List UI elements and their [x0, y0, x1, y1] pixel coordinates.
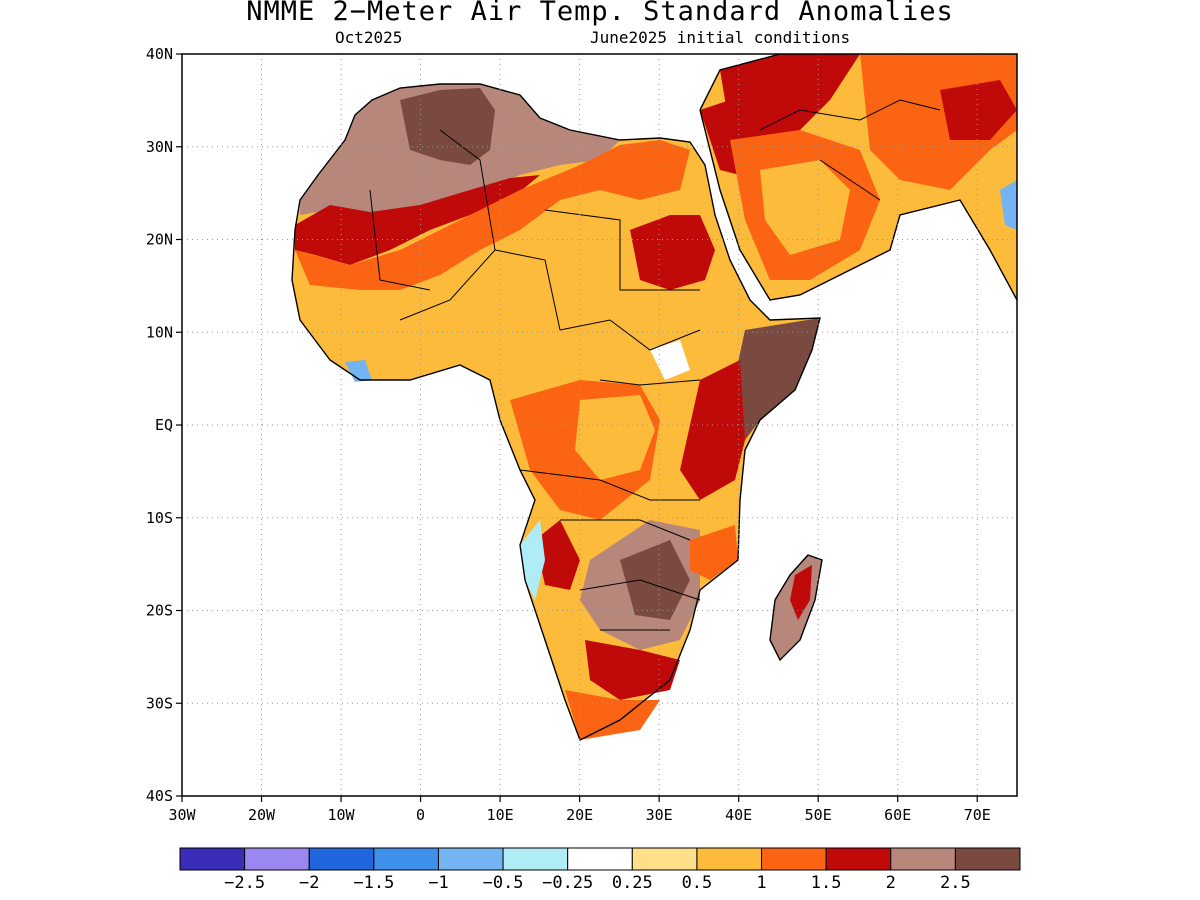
colorbar-labels: −2.5 −2 −1.5 −1 −0.5 −0.25 0.25 0.5 1 1.5 2 2.5 [224, 873, 971, 893]
lon-tick-label: 20E [566, 806, 593, 824]
east-africa-red [680, 360, 745, 500]
south-africa-red [585, 640, 680, 700]
angola-coast-blue [520, 520, 545, 600]
lon-tick-label: 40E [725, 806, 752, 824]
pakistan-blue [1000, 180, 1017, 230]
valid-month-label: Oct2025 [335, 28, 403, 47]
colorbar-label: 2.5 [940, 873, 971, 893]
colorbar-label: −0.5 [483, 873, 524, 893]
madagascar-red [790, 565, 812, 620]
colorbar-swatch [308, 847, 375, 871]
gulf-guinea-blue [345, 360, 372, 382]
colorbar-swatch [502, 847, 569, 871]
lat-tick-label: 10N [146, 323, 173, 341]
lon-tick-label: 60E [884, 806, 911, 824]
arabia-coastline [699, 54, 1017, 301]
country-borders [369, 99, 941, 631]
graticule [182, 54, 1017, 796]
lat-tick-label: 40N [146, 45, 173, 63]
colorbar-label: 1.5 [811, 873, 842, 893]
africa-coastline [291, 83, 821, 741]
latitude-labels: 40N 30N 20N 10N EQ 10S 20S 30S 40S [146, 45, 173, 805]
lon-tick-label: 0 [416, 806, 425, 824]
madagascar-coastline [769, 554, 823, 662]
lat-tick-label: 40S [146, 787, 173, 805]
colorbar-label: 1 [756, 873, 766, 893]
lon-tick-label: 30E [646, 806, 673, 824]
east-white-patch [650, 340, 690, 380]
colorbar-swatch [244, 847, 310, 871]
colorbar-swatch [437, 847, 504, 871]
horn-darkbrown [730, 318, 820, 440]
colorbar-label: −2.5 [224, 873, 265, 893]
sahel-red [295, 175, 540, 265]
colorbar [179, 847, 1021, 871]
colorbar-swatch [373, 847, 439, 871]
colorbar-label: −1.5 [353, 873, 394, 893]
longitude-labels: 30W 20W 10W 0 10E 20E 30E 40E 50E 60E 70E [168, 806, 990, 824]
lon-tick-label: 10W [328, 806, 356, 824]
cape-orange [565, 690, 660, 740]
lat-tick-label: 20S [146, 602, 173, 620]
colorbar-swatch [631, 847, 698, 871]
congo-lightorange [575, 395, 655, 480]
angola-coast-red [535, 520, 580, 590]
colorbar-label: 0.5 [682, 873, 713, 893]
initial-conditions-label: June2025 initial conditions [590, 28, 851, 47]
iran-red [940, 80, 1017, 140]
land-field [291, 54, 1017, 741]
colorbar-label: 2 [886, 873, 896, 893]
colorbar-swatch [567, 847, 633, 871]
colorbar-swatch [696, 847, 763, 871]
mozambique-orange [690, 525, 738, 580]
lat-tick-label: 30S [146, 694, 173, 712]
lon-tick-label: 20W [248, 806, 276, 824]
lat-tick-label: EQ [155, 416, 173, 434]
lon-tick-label: 30W [168, 806, 196, 824]
colorbar-swatch [890, 847, 956, 871]
sudan-red [630, 215, 715, 290]
map-title: NMME 2−Meter Air Temp. Standard Anomalie… [246, 0, 954, 27]
lat-tick-label: 30N [146, 138, 173, 156]
axis-ticks [176, 53, 978, 802]
colorbar-swatch [179, 847, 246, 871]
colorbar-label: 0.25 [612, 873, 653, 893]
colorbar-label: −0.25 [542, 873, 593, 893]
arabia-core-lightorange [760, 160, 850, 255]
lon-tick-label: 10E [487, 806, 514, 824]
colorbar-label: −2 [299, 873, 319, 893]
colorbar-swatch [954, 847, 1021, 871]
lon-tick-label: 70E [964, 806, 991, 824]
sahara-orange [295, 140, 690, 290]
lat-tick-label: 10S [146, 509, 173, 527]
colorbar-label: −1 [428, 873, 448, 893]
lon-tick-label: 50E [805, 806, 832, 824]
colorbar-swatch [825, 847, 892, 871]
zimbabwe-darkbrown [620, 540, 690, 620]
libya-darkbrown [400, 88, 495, 165]
lat-tick-label: 20N [146, 231, 173, 249]
colorbar-swatch [761, 847, 827, 871]
middle-east-red [720, 54, 860, 150]
